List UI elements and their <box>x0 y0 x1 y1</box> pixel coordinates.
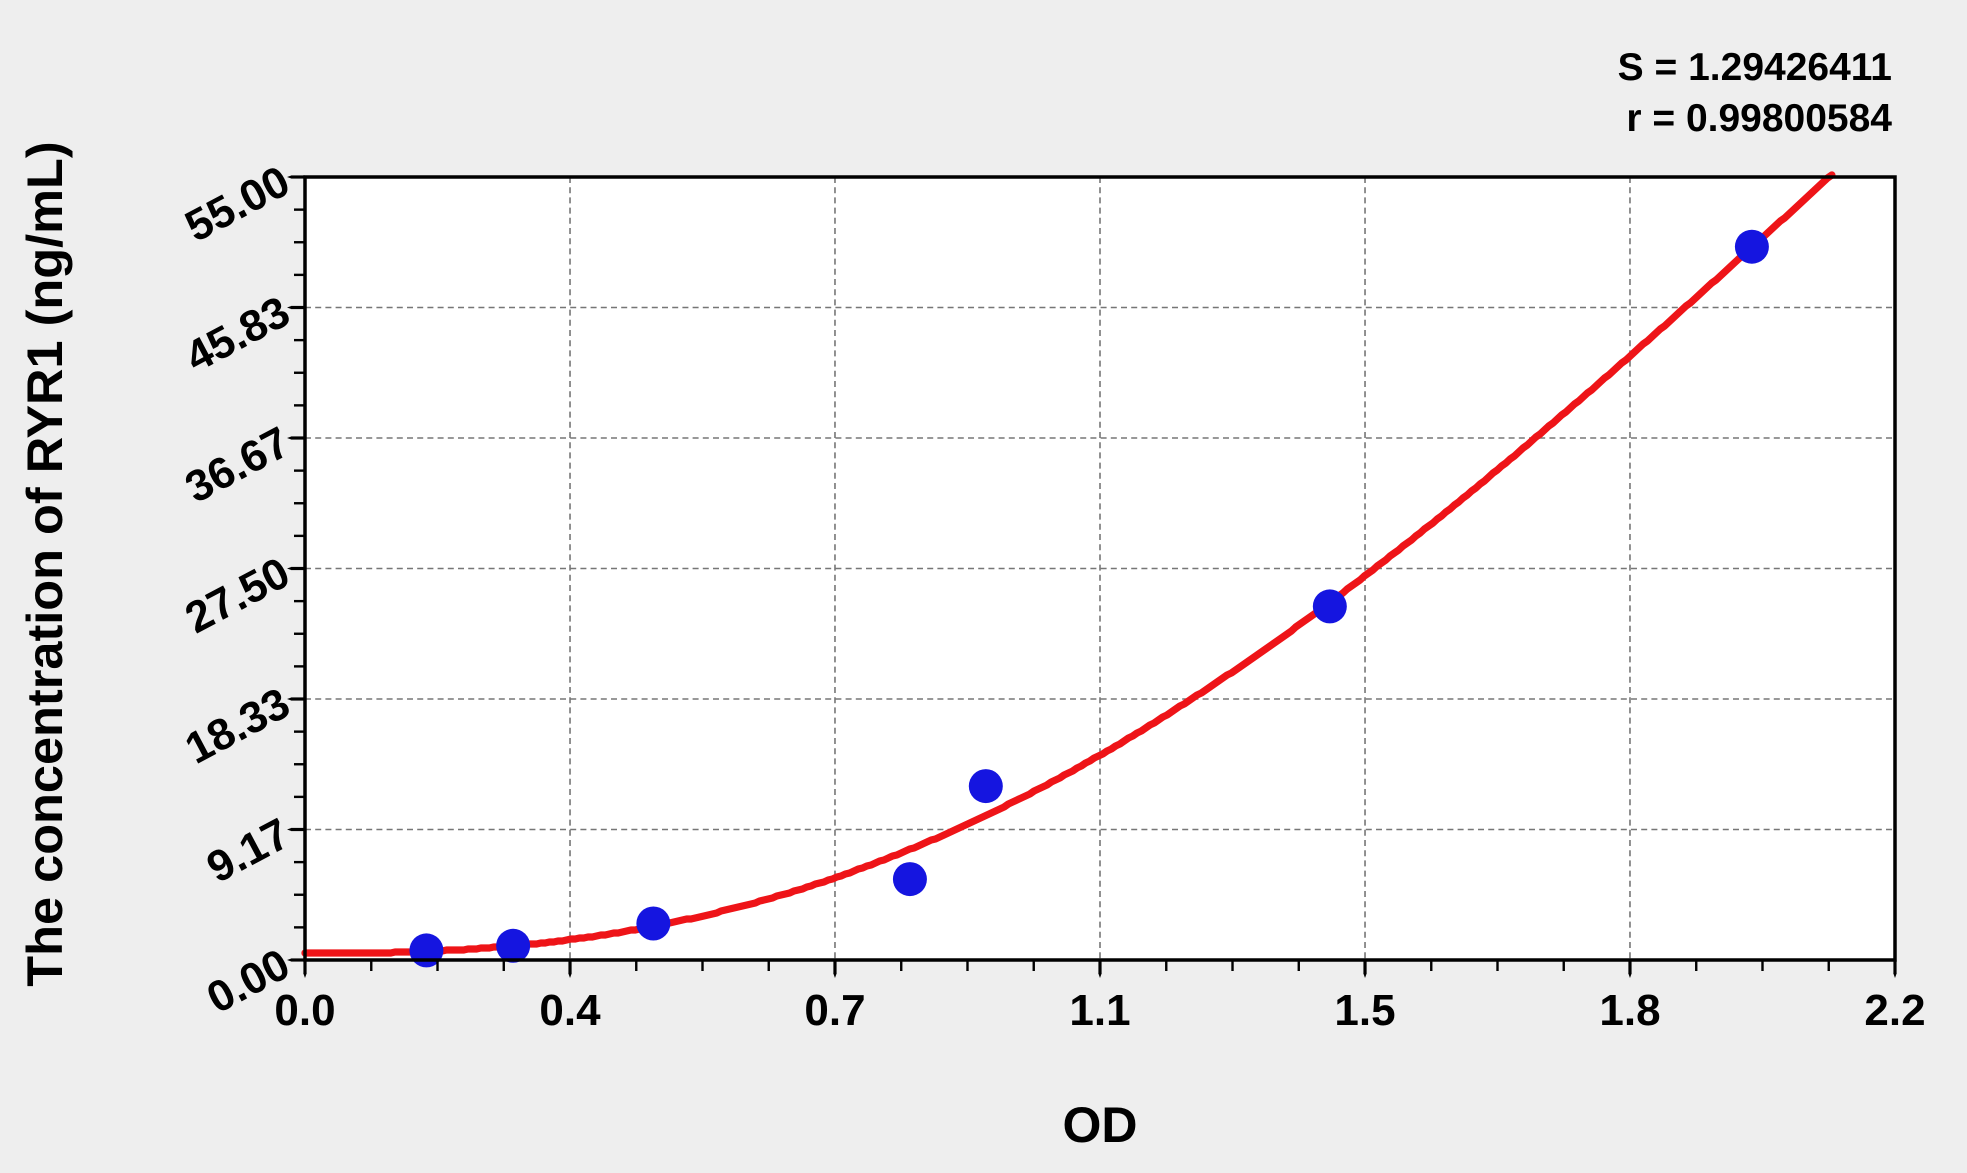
svg-text:2.2: 2.2 <box>1864 986 1925 1035</box>
svg-text:r = 0.99800584: r = 0.99800584 <box>1626 97 1892 140</box>
svg-text:0.0: 0.0 <box>274 986 335 1035</box>
svg-text:The concentration of RYR1 (ng: The concentration of RYR1 (ng/mL) <box>16 141 73 986</box>
svg-text:1.1: 1.1 <box>1069 986 1130 1035</box>
svg-text:OD: OD <box>1063 1097 1138 1153</box>
svg-text:0.4: 0.4 <box>539 986 601 1035</box>
svg-text:S = 1.29426411: S = 1.29426411 <box>1618 46 1892 89</box>
svg-text:0.7: 0.7 <box>804 986 865 1035</box>
svg-text:1.5: 1.5 <box>1334 986 1395 1035</box>
svg-text:1.8: 1.8 <box>1599 986 1660 1035</box>
